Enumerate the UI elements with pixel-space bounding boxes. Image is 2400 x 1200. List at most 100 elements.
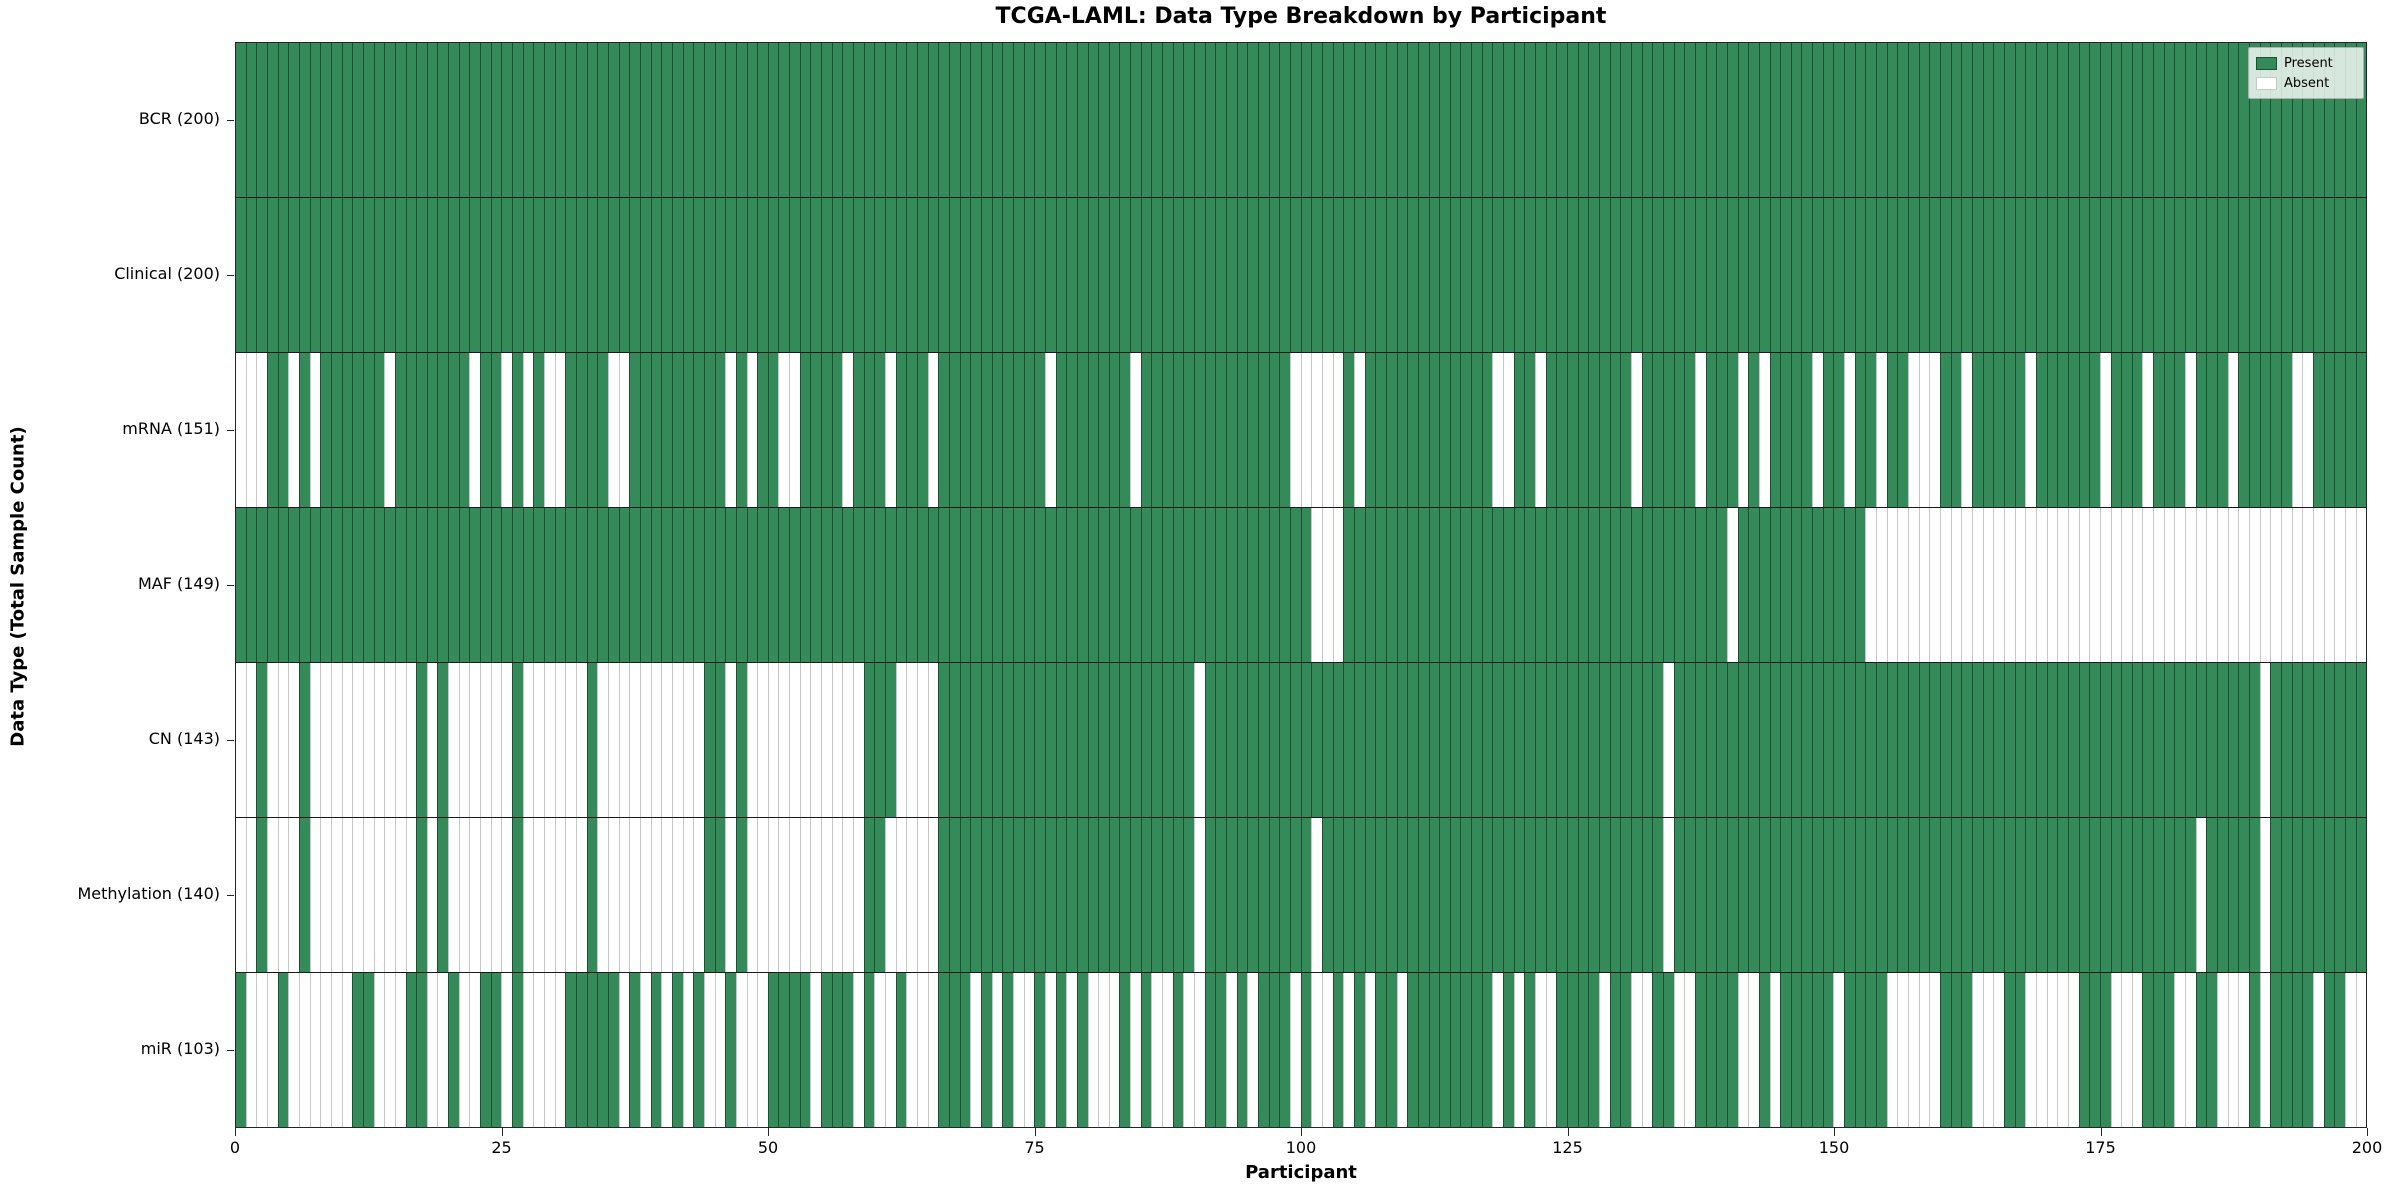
cell-CN-41 <box>671 663 683 817</box>
cell-Clinical-75 <box>1034 198 1045 352</box>
cell-MAF-120 <box>1513 508 1525 662</box>
cell-Clinical-154 <box>1876 198 1887 352</box>
cell-Clinical-29 <box>544 198 555 352</box>
cell-CN-199 <box>2355 663 2367 817</box>
cell-Clinical-92 <box>1215 198 1227 352</box>
cell-CN-173 <box>2078 663 2090 817</box>
cell-CN-96 <box>1258 663 1269 817</box>
heatmap-row-mRNA <box>236 352 2367 507</box>
cell-miR-10 <box>341 973 353 1127</box>
cell-MAF-52 <box>789 508 800 662</box>
cell-Clinical-14 <box>384 198 395 352</box>
cell-miR-150 <box>1833 973 1845 1127</box>
cell-CN-12 <box>362 663 374 817</box>
cell-mRNA-55 <box>821 353 832 507</box>
cell-MAF-64 <box>917 508 928 662</box>
cell-mRNA-72 <box>1002 353 1013 507</box>
cell-BCR-73 <box>1012 43 1024 197</box>
cell-mRNA-144 <box>1769 353 1781 507</box>
cell-CN-0 <box>236 663 246 817</box>
cell-mRNA-10 <box>341 353 353 507</box>
cell-Methylation-171 <box>2057 818 2068 972</box>
cell-BCR-57 <box>842 43 854 197</box>
cell-CN-106 <box>1364 663 1376 817</box>
cell-mRNA-7 <box>309 353 321 507</box>
cell-CN-47 <box>735 663 747 817</box>
cell-Methylation-42 <box>682 818 694 972</box>
cell-Methylation-5 <box>288 818 299 972</box>
cell-Clinical-172 <box>2067 198 2079 352</box>
x-tick-mark <box>1834 1128 1835 1136</box>
cell-Methylation-181 <box>2163 818 2175 972</box>
cell-BCR-123 <box>1545 43 1557 197</box>
cell-MAF-170 <box>2046 508 2058 662</box>
cell-mRNA-28 <box>533 353 545 507</box>
cell-Methylation-120 <box>1513 818 1525 972</box>
cell-mRNA-140 <box>1726 353 1738 507</box>
cell-Clinical-98 <box>1279 198 1290 352</box>
cell-mRNA-67 <box>948 353 960 507</box>
cell-CN-22 <box>469 663 481 817</box>
cell-CN-105 <box>1353 663 1365 817</box>
cell-BCR-74 <box>1023 43 1035 197</box>
cell-Methylation-114 <box>1449 818 1461 972</box>
cell-CN-127 <box>1588 663 1599 817</box>
cell-miR-181 <box>2163 973 2175 1127</box>
cell-BCR-32 <box>576 43 587 197</box>
cell-Clinical-70 <box>980 198 992 352</box>
cell-CN-34 <box>597 663 608 817</box>
cell-miR-122 <box>1535 973 1546 1127</box>
cell-miR-145 <box>1780 973 1791 1127</box>
cell-mRNA-0 <box>236 353 246 507</box>
cell-BCR-181 <box>2163 43 2175 197</box>
cell-BCR-106 <box>1364 43 1376 197</box>
cell-CN-148 <box>1812 663 1823 817</box>
cell-Clinical-86 <box>1151 198 1163 352</box>
cell-Clinical-17 <box>416 198 427 352</box>
cell-Methylation-6 <box>298 818 310 972</box>
cell-Methylation-101 <box>1311 818 1322 972</box>
cell-CN-166 <box>2003 663 2015 817</box>
cell-mRNA-137 <box>1694 353 1706 507</box>
cell-Methylation-67 <box>948 818 960 972</box>
cell-MAF-145 <box>1780 508 1791 662</box>
cell-miR-187 <box>2227 973 2239 1127</box>
cell-MAF-161 <box>1950 508 1962 662</box>
cell-BCR-138 <box>1705 43 1717 197</box>
cell-Clinical-60 <box>874 198 886 352</box>
cell-Clinical-163 <box>1971 198 1983 352</box>
cell-Methylation-185 <box>2206 818 2218 972</box>
cell-miR-173 <box>2078 973 2090 1127</box>
cell-miR-121 <box>1524 973 1536 1127</box>
cell-MAF-97 <box>1268 508 1280 662</box>
cell-MAF-49 <box>757 508 768 662</box>
cell-CN-30 <box>554 663 566 817</box>
cell-miR-179 <box>2142 973 2154 1127</box>
cell-Methylation-195 <box>2312 818 2324 972</box>
cell-BCR-99 <box>1289 43 1301 197</box>
cell-CN-46 <box>725 663 736 817</box>
cell-Methylation-178 <box>2131 818 2143 972</box>
cell-miR-189 <box>2249 973 2260 1127</box>
cell-CN-175 <box>2099 663 2111 817</box>
cell-BCR-192 <box>2281 43 2292 197</box>
cell-miR-31 <box>565 973 576 1127</box>
cell-Clinical-185 <box>2206 198 2218 352</box>
cell-Clinical-82 <box>1108 198 1120 352</box>
cell-mRNA-6 <box>298 353 310 507</box>
cell-Methylation-65 <box>927 818 939 972</box>
cell-mRNA-141 <box>1737 353 1749 507</box>
cell-MAF-196 <box>2323 508 2335 662</box>
cell-mRNA-33 <box>586 353 598 507</box>
cell-MAF-17 <box>416 508 427 662</box>
cell-miR-56 <box>831 973 843 1127</box>
cell-MAF-178 <box>2131 508 2143 662</box>
cell-Methylation-111 <box>1417 818 1429 972</box>
cell-CN-160 <box>1940 663 1951 817</box>
cell-CN-101 <box>1311 663 1322 817</box>
cell-mRNA-128 <box>1599 353 1610 507</box>
cell-Clinical-142 <box>1748 198 1759 352</box>
cell-BCR-71 <box>991 43 1003 197</box>
cell-Methylation-25 <box>501 818 513 972</box>
cell-CN-37 <box>629 663 640 817</box>
